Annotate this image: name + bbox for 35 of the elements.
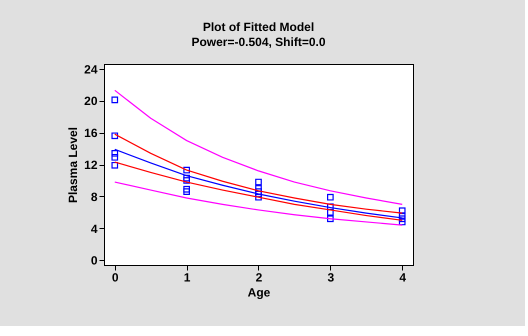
point — [183, 186, 190, 193]
point — [327, 194, 334, 201]
point — [111, 162, 118, 169]
point — [183, 188, 190, 195]
x-tick-label: 4 — [399, 270, 406, 284]
point — [183, 177, 190, 184]
x-tick-label: 3 — [328, 270, 335, 284]
line-series — [114, 90, 403, 205]
point — [111, 150, 118, 157]
x-tick-label: 0 — [112, 270, 119, 284]
x-tick-label: 1 — [184, 270, 191, 284]
y-tick-label: 16 — [84, 126, 98, 140]
point — [111, 96, 118, 104]
point — [111, 154, 118, 161]
point — [255, 194, 262, 201]
y-tick-label: 24 — [84, 62, 98, 76]
point — [398, 215, 406, 222]
y-tick-label: 20 — [84, 94, 98, 108]
point — [255, 178, 262, 186]
point — [398, 207, 406, 214]
y-tick-label: 4 — [90, 222, 98, 236]
y-tick-label: 8 — [90, 190, 98, 204]
chart-subtitle: Power=-0.504, Shift=0.0 — [191, 34, 326, 49]
x-axis-title: Age — [248, 286, 271, 300]
point — [183, 174, 190, 182]
chart-title: Plot of Fitted Model — [202, 20, 314, 34]
point — [398, 218, 406, 226]
y-tick-label: 0 — [90, 254, 98, 268]
y-axis-title: Plasma Level — [66, 126, 80, 204]
point — [327, 203, 334, 210]
point — [327, 215, 334, 222]
x-tick-label: 2 — [256, 270, 263, 284]
point — [183, 166, 190, 174]
point — [111, 132, 118, 140]
y-tick-label: 12 — [84, 158, 98, 172]
